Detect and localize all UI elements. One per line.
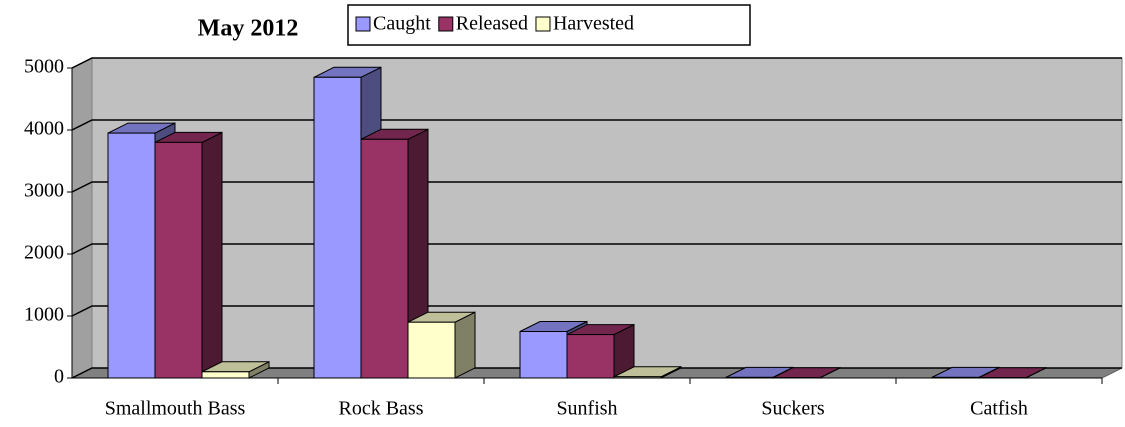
bar bbox=[566, 334, 615, 379]
bar bbox=[360, 138, 409, 379]
bar bbox=[931, 376, 980, 379]
x-tick-label: Suckers bbox=[761, 398, 825, 420]
back-wall bbox=[91, 57, 1123, 369]
legend-label: Harvested bbox=[553, 13, 634, 35]
chart-title: May 2012 bbox=[198, 16, 299, 42]
grid-line bbox=[71, 181, 1122, 193]
bar bbox=[201, 371, 250, 379]
x-tick-label: Sunfish bbox=[556, 398, 617, 420]
bar-side bbox=[454, 311, 476, 379]
bar bbox=[107, 132, 156, 379]
grid-line bbox=[71, 243, 1122, 255]
bar bbox=[613, 376, 662, 379]
grid-line bbox=[71, 119, 1122, 131]
y-tick-label: 0 bbox=[54, 366, 64, 388]
legend-swatch bbox=[355, 16, 371, 32]
y-tick-label: 1000 bbox=[24, 304, 64, 326]
bar bbox=[407, 321, 456, 379]
side-wall bbox=[71, 57, 93, 379]
legend-swatch bbox=[535, 16, 551, 32]
bar bbox=[313, 76, 362, 379]
bar bbox=[725, 376, 774, 379]
legend-label: Released bbox=[456, 13, 528, 35]
grid-line bbox=[71, 305, 1122, 317]
y-tick-label: 2000 bbox=[24, 242, 64, 264]
y-tick-label: 5000 bbox=[24, 56, 64, 78]
bar bbox=[154, 141, 203, 379]
legend-swatch bbox=[438, 16, 454, 32]
y-tick-label: 4000 bbox=[24, 118, 64, 140]
bar bbox=[519, 331, 568, 379]
y-tick-label: 3000 bbox=[24, 180, 64, 202]
bar-side bbox=[201, 131, 223, 379]
x-tick-label: Catfish bbox=[970, 398, 1028, 420]
grid-line bbox=[71, 57, 1122, 69]
x-tick-label: Rock Bass bbox=[339, 398, 424, 420]
x-tick-label: Smallmouth Bass bbox=[105, 398, 246, 420]
legend-label: Caught bbox=[373, 13, 431, 35]
